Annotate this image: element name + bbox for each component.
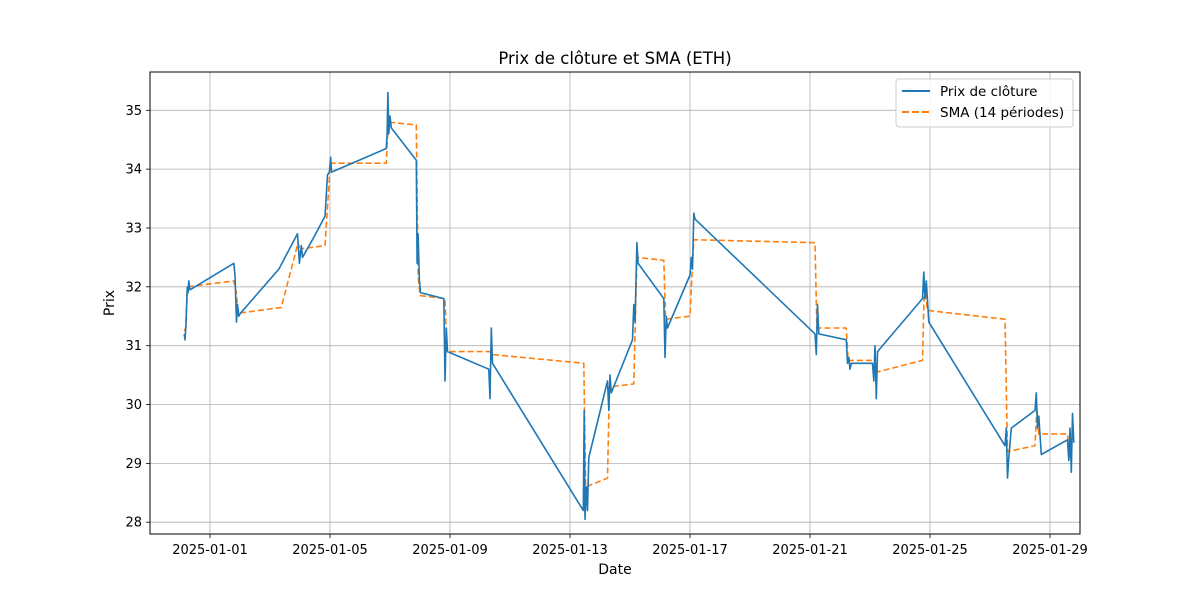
y-tick-label: 31 — [125, 339, 142, 354]
y-tick-label: 32 — [125, 280, 142, 295]
legend: Prix de clôture SMA (14 périodes) — [895, 78, 1074, 128]
series-line — [183, 91, 1075, 521]
series-layer — [183, 91, 1075, 521]
x-tick-label: 2025-01-05 — [292, 543, 368, 558]
legend-box — [895, 78, 1074, 128]
y-tick-label: 28 — [125, 516, 142, 531]
x-tick-label: 2025-01-17 — [652, 543, 728, 558]
plot-frame — [149, 71, 1081, 535]
legend-label-close: Prix de clôture — [940, 84, 1038, 100]
legend-label-sma: SMA (14 périodes) — [940, 105, 1064, 121]
y-tick-label: 29 — [125, 457, 142, 472]
y-axis: 28 29 30 31 32 33 34 35 — [125, 104, 150, 531]
y-axis-label: Prix — [102, 290, 118, 316]
y-tick-label: 30 — [125, 398, 142, 413]
y-tick-label: 35 — [125, 104, 142, 119]
y-tick-label: 34 — [125, 163, 142, 178]
x-axis: 2025-01-01 2025-01-05 2025-01-09 2025-01-13… — [172, 534, 1088, 558]
grid — [150, 72, 1080, 534]
x-tick-label: 2025-01-29 — [1012, 543, 1088, 558]
x-tick-label: 2025-01-01 — [172, 543, 248, 558]
x-tick-label: 2025-01-21 — [772, 543, 848, 558]
x-tick-label: 2025-01-13 — [532, 543, 608, 558]
x-axis-label: Date — [598, 562, 631, 578]
y-tick-label: 33 — [125, 222, 142, 237]
chart-title: Prix de clôture et SMA (ETH) — [498, 49, 731, 68]
x-tick-label: 2025-01-25 — [892, 543, 968, 558]
x-tick-label: 2025-01-09 — [412, 543, 488, 558]
